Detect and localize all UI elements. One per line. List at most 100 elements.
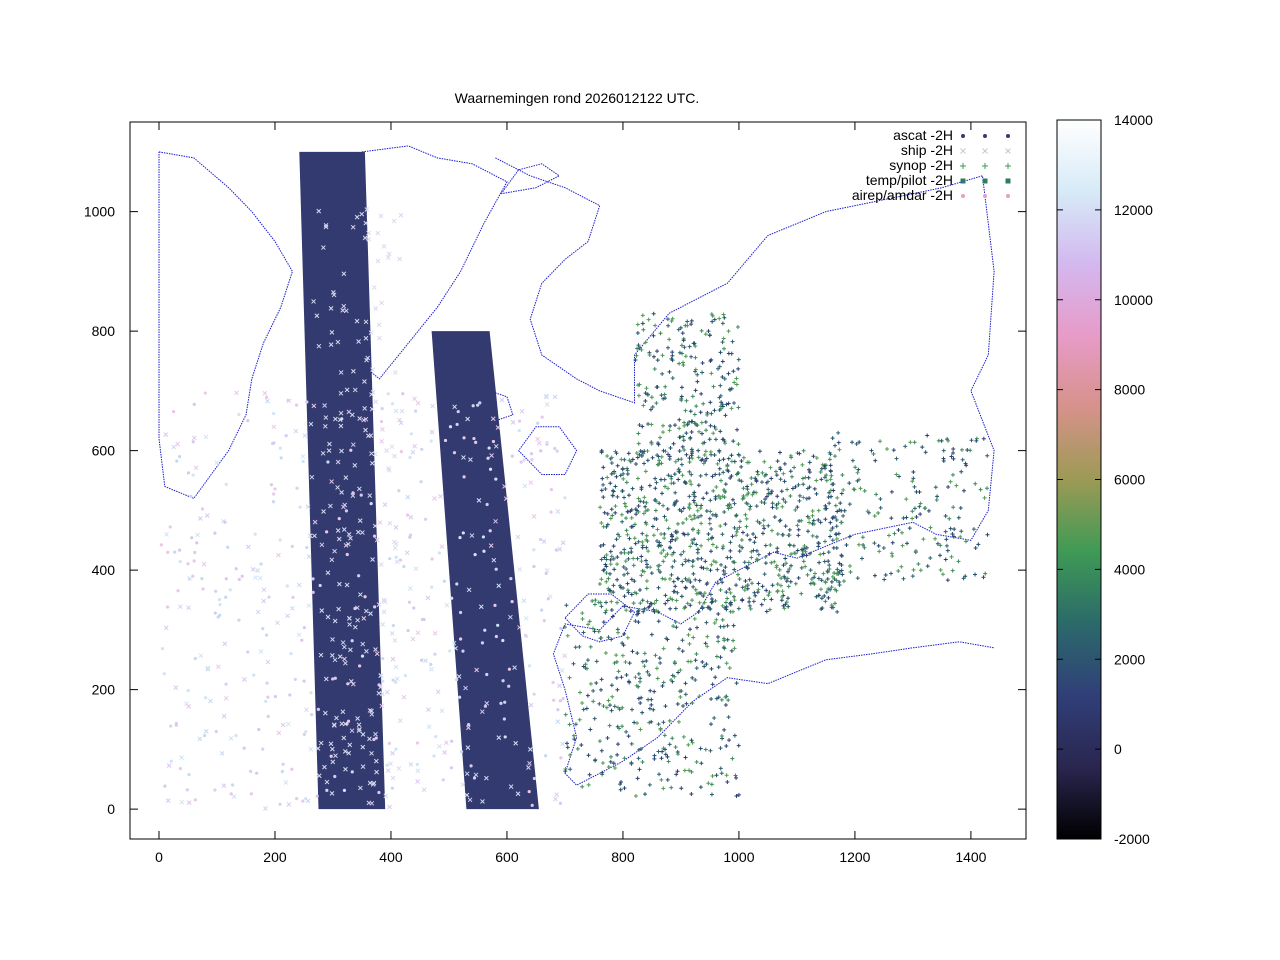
synop-point bbox=[653, 323, 658, 328]
ship-point bbox=[271, 424, 277, 430]
synop-point bbox=[700, 361, 705, 366]
synop-point bbox=[684, 701, 689, 706]
synop-point bbox=[632, 536, 637, 541]
synop-point bbox=[917, 504, 922, 509]
synop-point bbox=[655, 527, 660, 532]
synop-point bbox=[683, 557, 688, 562]
synop-point bbox=[747, 596, 752, 601]
synop-point bbox=[720, 580, 725, 585]
synop-point bbox=[626, 679, 631, 684]
synop-point bbox=[801, 495, 806, 500]
legend-label: airep/amdar -2H bbox=[852, 187, 953, 203]
airep-point bbox=[394, 680, 398, 684]
synop-point bbox=[834, 518, 839, 523]
synop-point bbox=[710, 474, 715, 479]
airep-point bbox=[450, 739, 454, 743]
synop-point bbox=[672, 674, 677, 679]
synop-point bbox=[690, 564, 695, 569]
ship-point bbox=[242, 677, 247, 682]
airep-point bbox=[472, 436, 476, 441]
airep-point bbox=[325, 788, 329, 792]
synop-point bbox=[642, 461, 647, 466]
synop-point bbox=[912, 506, 917, 511]
synop-point bbox=[729, 648, 734, 653]
synop-point bbox=[594, 680, 599, 685]
legend-label: synop -2H bbox=[889, 157, 953, 173]
synop-point bbox=[617, 726, 622, 731]
airep-point bbox=[214, 589, 218, 593]
ship-point bbox=[343, 660, 348, 666]
synop-point bbox=[735, 325, 740, 330]
synop-point bbox=[658, 727, 663, 732]
legend-label: ship -2H bbox=[901, 142, 953, 158]
synop-point bbox=[651, 311, 656, 316]
synop-point bbox=[944, 543, 949, 548]
synop-point bbox=[743, 512, 748, 517]
ship-point bbox=[366, 433, 371, 439]
airep-point bbox=[471, 404, 475, 408]
synop-point bbox=[681, 434, 686, 439]
synop-point bbox=[928, 525, 933, 530]
ship-point bbox=[363, 416, 369, 422]
airep-point bbox=[433, 652, 437, 656]
synop-point bbox=[572, 737, 577, 742]
synop-point bbox=[725, 464, 730, 469]
synop-point bbox=[639, 485, 644, 490]
synop-point bbox=[695, 372, 700, 377]
airep-point bbox=[554, 548, 558, 552]
ship-point bbox=[515, 791, 521, 797]
airep-point bbox=[403, 674, 407, 678]
ship-point bbox=[373, 731, 378, 737]
synop-point bbox=[832, 577, 837, 581]
synop-point bbox=[661, 720, 666, 725]
synop-point bbox=[670, 597, 675, 602]
synop-point bbox=[651, 533, 656, 538]
synop-point bbox=[680, 444, 685, 449]
synop-point bbox=[729, 453, 734, 458]
synop-point bbox=[747, 507, 752, 512]
synop-point bbox=[737, 576, 742, 581]
synop-point bbox=[682, 606, 687, 611]
synop-point bbox=[563, 625, 568, 630]
synop-point bbox=[806, 475, 811, 480]
synop-point bbox=[829, 494, 834, 499]
airep-point bbox=[166, 550, 170, 554]
synop-point bbox=[703, 747, 708, 752]
airep-point bbox=[237, 577, 241, 582]
synop-point bbox=[722, 488, 727, 493]
synop-point bbox=[810, 521, 815, 526]
synop-point bbox=[695, 423, 700, 428]
synop-point bbox=[621, 471, 626, 476]
synop-point bbox=[938, 543, 943, 548]
synop-point bbox=[722, 510, 727, 515]
synop-point bbox=[608, 759, 613, 764]
synop-point bbox=[600, 476, 605, 481]
synop-point bbox=[841, 579, 846, 584]
airep-point bbox=[406, 628, 410, 633]
synop-point bbox=[828, 469, 833, 474]
airep-point bbox=[496, 623, 500, 627]
synop-point bbox=[743, 578, 748, 583]
synop-point bbox=[640, 449, 645, 454]
ship-point bbox=[370, 367, 375, 372]
ship-point bbox=[328, 503, 333, 509]
synop-point bbox=[687, 469, 692, 474]
synop-point bbox=[623, 504, 628, 509]
airep-point bbox=[408, 455, 412, 460]
synop-point bbox=[623, 559, 628, 564]
airep-point bbox=[429, 439, 433, 443]
synop-point bbox=[698, 410, 703, 415]
airep-point bbox=[527, 664, 532, 668]
airep-point bbox=[563, 496, 567, 500]
synop-point bbox=[598, 543, 603, 548]
ship-point bbox=[255, 568, 260, 573]
synop-point bbox=[672, 559, 677, 564]
airep-point bbox=[305, 400, 309, 404]
ship-point bbox=[376, 322, 382, 328]
colorbar-fill bbox=[1057, 120, 1101, 839]
synop-point bbox=[917, 490, 922, 495]
synop-point bbox=[847, 481, 852, 486]
synop-point bbox=[637, 382, 642, 387]
airep-point bbox=[300, 638, 304, 642]
synop-point bbox=[731, 400, 736, 405]
